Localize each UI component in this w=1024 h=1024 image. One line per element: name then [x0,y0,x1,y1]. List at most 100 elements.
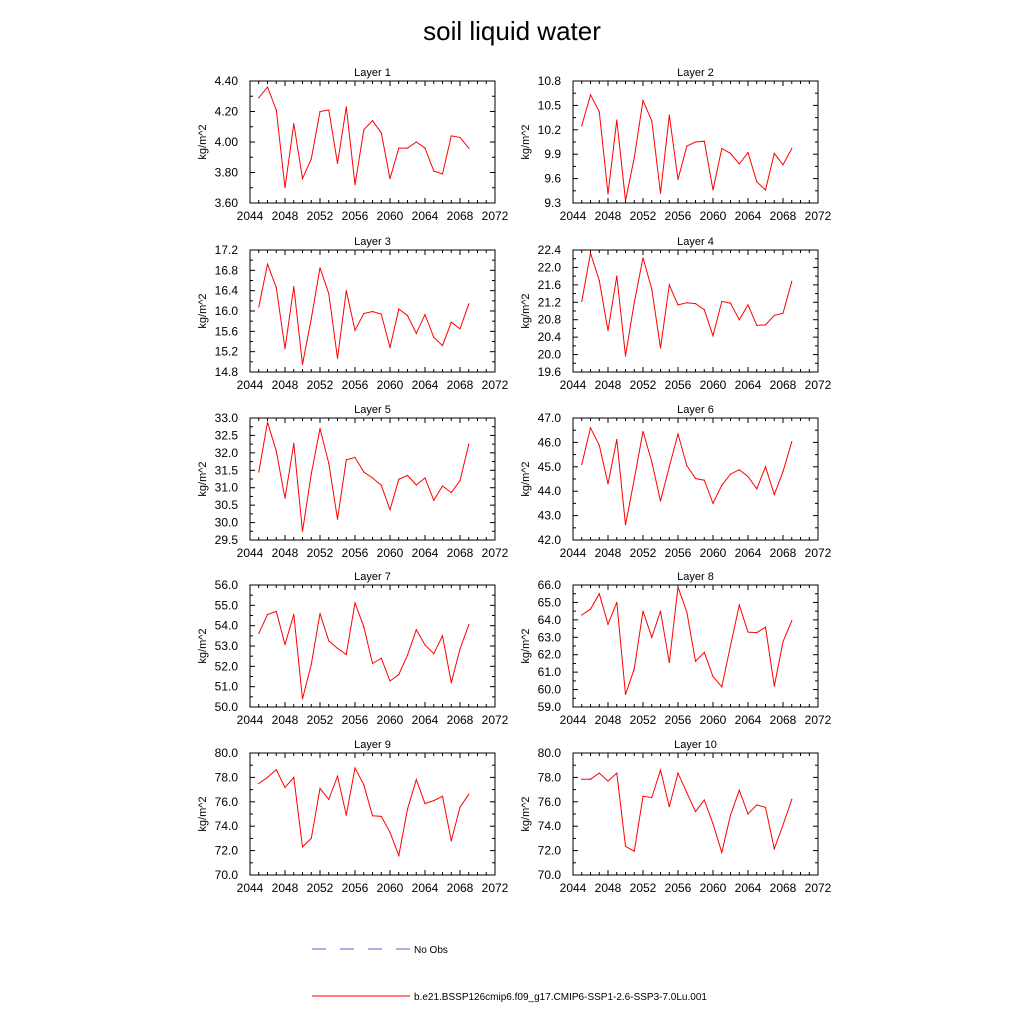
data-point [738,789,740,791]
data-point [677,178,679,181]
x-tick-label: 2056 [342,881,369,895]
data-point [284,187,286,189]
data-point [616,438,618,441]
data-point [659,500,662,502]
x-tick-label: 2056 [665,713,692,727]
y-tick-label: 22.0 [538,260,562,274]
x-tick-label: 2072 [482,881,509,895]
x-tick-label: 2068 [770,378,797,392]
data-point [633,156,635,159]
data-point [468,147,470,149]
x-tick-label: 2064 [735,546,762,560]
x-tick-label: 2052 [307,713,334,727]
x-tick-label: 2060 [377,881,404,895]
data-point [258,471,260,473]
data-point [642,99,644,102]
data-point [345,290,347,292]
data-point [642,795,644,797]
data-point [258,306,260,308]
y-tick-label: 76.0 [538,795,562,809]
data-point [275,109,277,111]
data-point [642,257,644,259]
data-point [773,848,775,850]
data-point [328,798,330,800]
x-tick-label: 2052 [307,378,334,392]
y-tick-label: 66.0 [538,578,562,592]
data-point [747,631,749,633]
data-point [642,430,644,433]
series-line [581,93,793,201]
x-tick-label: 2044 [237,546,264,560]
data-point [721,851,723,854]
y-tick-label: 80.0 [215,746,239,760]
data-point [659,610,662,612]
x-tick-label: 2064 [412,881,439,895]
data-point [389,178,391,180]
data-point [607,623,609,625]
data-point [756,804,758,806]
data-point [686,302,688,304]
data-point [336,357,339,359]
y-tick-label: 78.0 [538,770,562,784]
y-tick-label: 51.0 [215,680,239,694]
x-tick-label: 2052 [630,378,657,392]
data-point [389,680,391,682]
x-tick-label: 2048 [272,546,299,560]
data-point [336,162,339,164]
data-point [354,767,356,769]
x-tick-label: 2060 [377,713,404,727]
panel-title: Layer 1 [354,67,391,79]
data-point [747,151,749,154]
data-point [301,363,304,365]
data-point [284,497,286,499]
data-point [284,643,286,645]
y-tick-label: 3.60 [215,196,239,210]
data-point [589,94,592,96]
x-tick-label: 2068 [447,546,474,560]
data-point [424,803,426,805]
y-tick-label: 61.0 [538,665,562,679]
data-point [310,158,312,160]
data-point [659,192,662,194]
y-tick-label: 20.4 [538,330,562,344]
x-tick-label: 2052 [630,546,657,560]
data-point [677,304,679,306]
panel-layer-6: Layer 6 kg/m^2 2044 2048 2052 2056 2060 2064 206… [520,404,832,560]
y-tick-label: 32.0 [215,446,239,460]
data-point [703,479,705,481]
data-point [782,164,784,166]
data-point [371,120,374,122]
plot-frame [572,752,819,876]
data-point [284,348,286,350]
x-tick-label: 2068 [770,209,797,223]
panels: Layer 1 kg/m^2 2044 2048 2052 2056 2060 2064 206… [197,67,832,895]
x-tick-label: 2068 [447,378,474,392]
data-point [729,302,732,304]
data-point [275,610,277,613]
data-point [773,494,775,496]
data-point [301,178,304,180]
x-tick-label: 2072 [482,378,509,392]
x-tick-label: 2072 [805,378,832,392]
x-tick-label: 2056 [665,378,692,392]
data-point [433,336,435,339]
y-tick-label: 31.5 [215,463,239,477]
y-axis-label: kg/m^2 [520,628,532,663]
data-point [712,675,714,678]
y-tick-label: 21.2 [538,295,562,309]
data-point [756,631,758,634]
x-tick-label: 2044 [560,713,587,727]
data-point [301,846,304,848]
data-point [319,267,321,269]
data-point [293,776,295,779]
data-point [694,477,697,480]
x-tick-label: 2068 [447,209,474,223]
series-line [258,600,470,700]
data-point [764,466,767,468]
panel-title: Layer 9 [354,739,391,751]
x-tick-label: 2060 [700,713,727,727]
data-point [607,330,609,332]
data-point [607,483,609,485]
y-tick-label: 78.0 [215,770,239,784]
